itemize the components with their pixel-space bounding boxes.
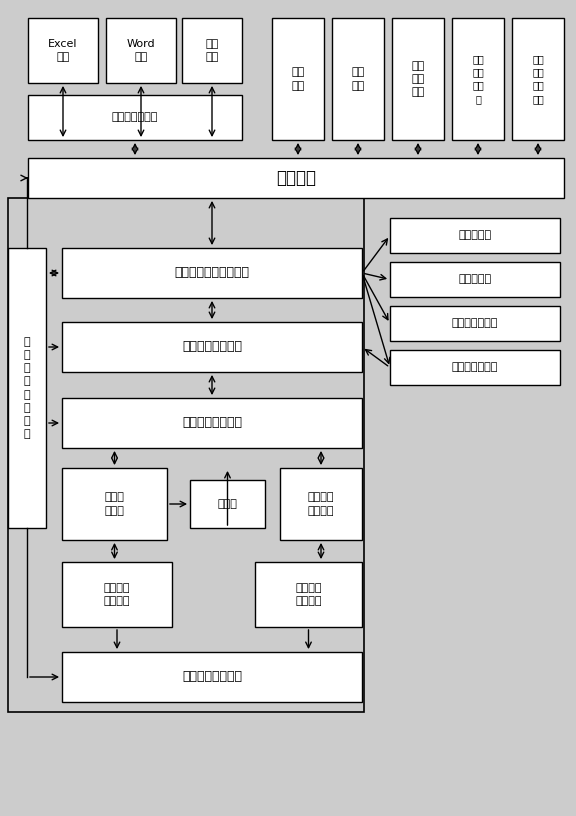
Text: 同步控制测量模块: 同步控制测量模块 — [182, 416, 242, 429]
Text: 服务
配置: 服务 配置 — [206, 39, 219, 62]
Bar — [390, 350, 560, 385]
Text: 谐波
参量
模块: 谐波 参量 模块 — [411, 61, 425, 97]
Bar — [452, 18, 504, 140]
Bar — [280, 468, 362, 540]
Bar — [332, 18, 384, 140]
Text: 可调精密
电容模块: 可调精密 电容模块 — [104, 583, 130, 606]
Text: Word
报告: Word 报告 — [127, 39, 156, 62]
Text: 三角脉冲
电源模块: 三角脉冲 电源模块 — [308, 492, 334, 516]
Bar — [8, 198, 364, 712]
Text: 操作
显示: 操作 显示 — [291, 68, 305, 91]
Bar — [28, 158, 564, 198]
Bar — [106, 18, 176, 83]
Bar — [62, 248, 362, 298]
Text: 试验监测子模块: 试验监测子模块 — [112, 113, 158, 122]
Text: 三角
波参
量模
块: 三角 波参 量模 块 — [472, 54, 484, 104]
Bar — [62, 652, 362, 702]
Bar — [62, 468, 167, 540]
Bar — [390, 306, 560, 341]
Text: 实时数据率: 实时数据率 — [458, 274, 491, 285]
Text: 同步优化数据率: 同步优化数据率 — [452, 318, 498, 329]
Bar — [182, 18, 242, 83]
Text: 谐波电
源模块: 谐波电 源模块 — [105, 492, 124, 516]
Text: 相位控制数据率: 相位控制数据率 — [452, 362, 498, 372]
Bar — [190, 480, 265, 528]
Bar — [62, 562, 172, 627]
Bar — [512, 18, 564, 140]
Text: 历史数据率: 历史数据率 — [458, 230, 491, 241]
Bar — [8, 248, 46, 528]
Text: 同步
测量
控制
模块: 同步 测量 控制 模块 — [532, 54, 544, 104]
Bar — [255, 562, 362, 627]
Bar — [392, 18, 444, 140]
Bar — [62, 322, 362, 372]
Text: 分压器: 分压器 — [218, 499, 237, 509]
Bar — [62, 398, 362, 448]
Text: 人机界面: 人机界面 — [276, 169, 316, 187]
Text: 电流精密测量模块: 电流精密测量模块 — [182, 671, 242, 684]
Bar — [390, 218, 560, 253]
Text: 可调精密
电阻模块: 可调精密 电阻模块 — [295, 583, 322, 606]
Text: 任
务
数
据
处
理
中
心: 任 务 数 据 处 理 中 心 — [24, 337, 31, 439]
Text: Excel
报表: Excel 报表 — [48, 39, 78, 62]
Bar — [390, 262, 560, 297]
Text: 查询
服务: 查询 服务 — [351, 68, 365, 91]
Text: 光纤数据通信模块: 光纤数据通信模块 — [182, 340, 242, 353]
Bar — [272, 18, 324, 140]
Bar — [28, 18, 98, 83]
Text: 数据交互处理接口模块: 数据交互处理接口模块 — [175, 267, 249, 280]
Bar — [28, 95, 242, 140]
